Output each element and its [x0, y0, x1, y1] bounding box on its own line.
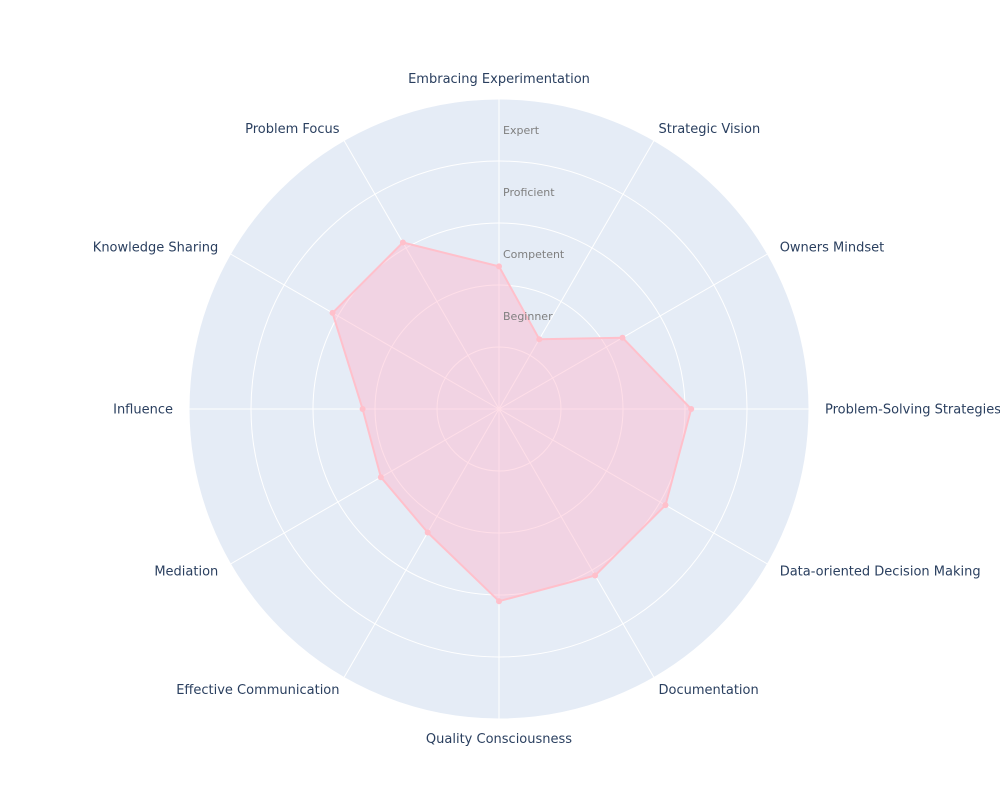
angular-gridline	[343, 140, 500, 410]
data-point	[359, 406, 366, 412]
data-point	[496, 598, 502, 605]
data-point	[377, 474, 384, 481]
category-label: Problem Focus	[245, 122, 340, 137]
data-point	[619, 334, 626, 341]
category-label: Problem-Solving Strategies	[825, 403, 1000, 418]
category-label: Data-oriented Decision Making	[780, 565, 981, 580]
category-label: Documentation	[659, 683, 759, 698]
data-point	[496, 263, 502, 270]
category-label: Effective Communication	[176, 683, 339, 698]
data-point	[536, 336, 543, 343]
radial-tick-label: Expert	[503, 124, 540, 137]
angular-gridline	[498, 408, 768, 565]
category-label: Mediation	[154, 565, 218, 580]
angular-gridline	[498, 253, 768, 410]
category-labels: Embracing Experimentation Strategic Visio…	[93, 72, 1000, 747]
data-point	[399, 239, 406, 246]
category-label: Embracing Experimentation	[408, 72, 590, 87]
data-point	[662, 502, 669, 509]
series-layer	[329, 239, 695, 605]
angular-gridline	[498, 140, 655, 410]
data-point	[329, 309, 336, 316]
category-label: Knowledge Sharing	[93, 241, 219, 256]
angular-gridline	[343, 408, 500, 678]
angular-gridlines	[189, 99, 809, 719]
category-label: Quality Consciousness	[426, 732, 572, 747]
category-label: Influence	[113, 403, 173, 418]
angular-gridline	[230, 408, 500, 565]
category-label: Strategic Vision	[659, 122, 761, 137]
angular-gridline	[498, 408, 655, 678]
angular-gridline	[230, 253, 500, 410]
radial-tick-label: Competent	[503, 248, 565, 261]
data-point	[592, 572, 599, 579]
data-point	[424, 529, 431, 536]
radial-tick-label: Proficient	[503, 186, 555, 199]
data-point	[688, 406, 695, 412]
radial-tick-labels: Beginner Competent Proficient Expert	[503, 124, 565, 323]
category-label: Owners Mindset	[780, 241, 885, 256]
radial-tick-label: Beginner	[503, 310, 553, 323]
